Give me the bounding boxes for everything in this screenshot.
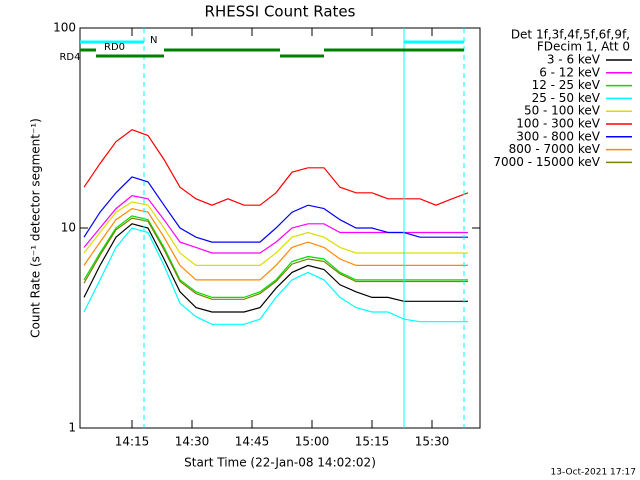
legend-header: FDecim 1, Att 0 <box>537 40 630 54</box>
series-line <box>83 207 468 281</box>
y-tick-label: 1 <box>68 421 76 435</box>
flag-label: N <box>150 35 157 46</box>
series-line <box>83 201 468 266</box>
y-tick-label: 100 <box>53 21 76 35</box>
x-tick-label: 15:30 <box>415 435 450 449</box>
x-tick-label: 14:30 <box>175 435 210 449</box>
plot-frame <box>79 27 481 429</box>
legend-label: 6 - 12 keV <box>539 65 601 79</box>
x-tick-label: 15:15 <box>355 435 390 449</box>
x-tick-label: 14:45 <box>235 435 270 449</box>
legend-label: 300 - 800 keV <box>516 129 600 143</box>
y-axis-label: Count Rate (s⁻¹ detector segment⁻¹) <box>29 118 43 338</box>
flag-label: RD4 <box>59 52 80 63</box>
legend-label: 25 - 50 keV <box>532 91 601 105</box>
footer: 13-Oct-2021 17:17 <box>551 468 636 478</box>
x-axis-label: Start Time (22-Jan-08 14:02:02) <box>184 456 376 470</box>
x-tick-label: 15:00 <box>295 435 330 449</box>
legend-label: 100 - 300 keV <box>516 117 600 131</box>
series-line <box>83 223 468 313</box>
x-tick-label: 14:15 <box>115 435 150 449</box>
y-tick-label: 10 <box>61 221 76 235</box>
legend-label: 12 - 25 keV <box>532 78 601 92</box>
legend-label: 7000 - 15000 keV <box>493 155 600 169</box>
legend-label: 3 - 6 keV <box>547 53 601 67</box>
legend-label: 800 - 7000 keV <box>509 142 601 156</box>
legend-label: 50 - 100 keV <box>524 104 601 118</box>
chart-title: RHESSI Count Rates <box>205 3 356 21</box>
legend-header: Det 1f,3f,4f,5f,6f,9f, <box>511 28 630 42</box>
series-line <box>83 129 469 206</box>
flag-label: RD0 <box>104 42 125 53</box>
